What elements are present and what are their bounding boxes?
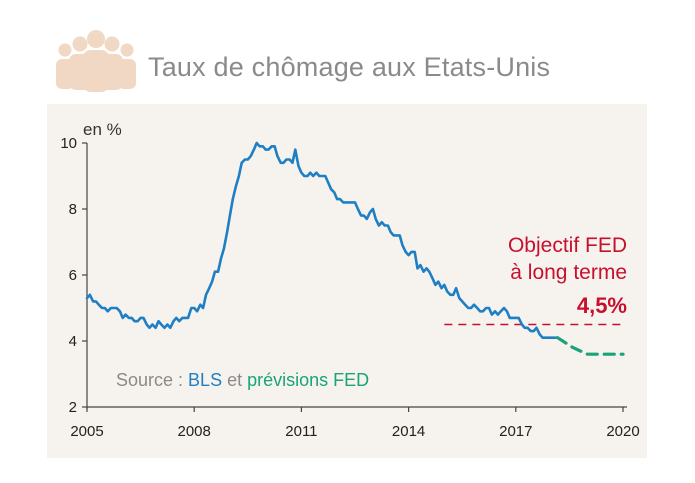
- chart-panel: [47, 104, 647, 458]
- target-value-label: 4,5%: [577, 293, 627, 318]
- x-tick-label: 2005: [70, 423, 103, 440]
- forecast-series-line: [555, 336, 625, 356]
- source-middle: et: [227, 370, 247, 390]
- source-fed: prévisions FED: [247, 370, 369, 390]
- header: Taux de chômage aux Etats-Unis: [0, 0, 695, 100]
- source-note: Source : BLS et prévisions FED: [116, 370, 369, 390]
- target-annotation-line2: à long terme: [510, 261, 627, 284]
- bls-series-line: [85, 141, 559, 340]
- x-tick-label: 2008: [178, 423, 211, 440]
- y-tick-label: 4: [69, 333, 77, 350]
- target-annotation-line1: Objectif FED: [508, 234, 627, 257]
- source-prefix: Source :: [116, 370, 188, 390]
- people-group-icon: [56, 30, 136, 92]
- y-tick-label: 8: [69, 201, 77, 218]
- y-tick-label: 2: [69, 399, 77, 416]
- x-tick-label: 2020: [606, 423, 639, 440]
- x-tick-label: 2017: [499, 423, 532, 440]
- y-tick-label: 6: [69, 267, 77, 284]
- x-tick-label: 2014: [392, 423, 425, 440]
- y-tick-label: 10: [60, 135, 77, 152]
- x-tick-label: 2011: [285, 423, 317, 440]
- source-bls: BLS: [188, 370, 222, 390]
- y-axis-unit-label: en %: [83, 120, 122, 139]
- chart-title: Taux de chômage aux Etats-Unis: [148, 52, 551, 82]
